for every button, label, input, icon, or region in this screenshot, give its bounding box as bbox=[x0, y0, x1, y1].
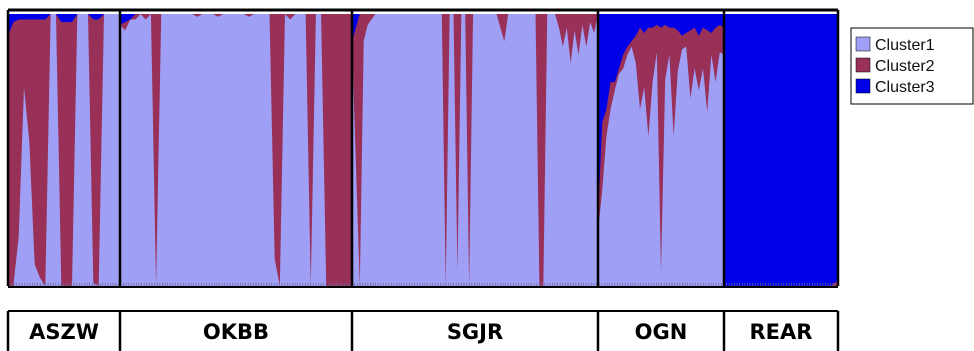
population-labels: ASZW OKBB SGJR OGN REAR bbox=[29, 320, 812, 344]
cluster1-area-aszw bbox=[8, 14, 120, 286]
legend-swatch-3 bbox=[855, 78, 871, 94]
legend-swatch-2 bbox=[855, 57, 871, 73]
population-label-sgjr: SGJR bbox=[447, 320, 503, 344]
cluster1-area-okbb bbox=[120, 14, 352, 286]
population-label-ogn: OGN bbox=[635, 320, 688, 344]
legend-label-1: Cluster1 bbox=[875, 37, 935, 54]
legend-label-2: Cluster2 bbox=[875, 58, 935, 75]
legend-label-3: Cluster3 bbox=[875, 79, 935, 96]
cluster1-area-ogn bbox=[598, 46, 724, 286]
cluster1-area-sgjr bbox=[352, 14, 598, 286]
population-label-okbb: OKBB bbox=[203, 320, 269, 344]
cluster-areas bbox=[8, 14, 838, 286]
plot-frame bbox=[6, 8, 840, 351]
cluster3-area-rear bbox=[724, 14, 838, 286]
population-label-aszw: ASZW bbox=[29, 320, 99, 344]
legend-swatch-1 bbox=[855, 36, 871, 52]
legend: Cluster1 Cluster2 Cluster3 bbox=[850, 27, 974, 105]
population-label-rear: REAR bbox=[750, 320, 813, 344]
legend-box bbox=[850, 27, 974, 105]
